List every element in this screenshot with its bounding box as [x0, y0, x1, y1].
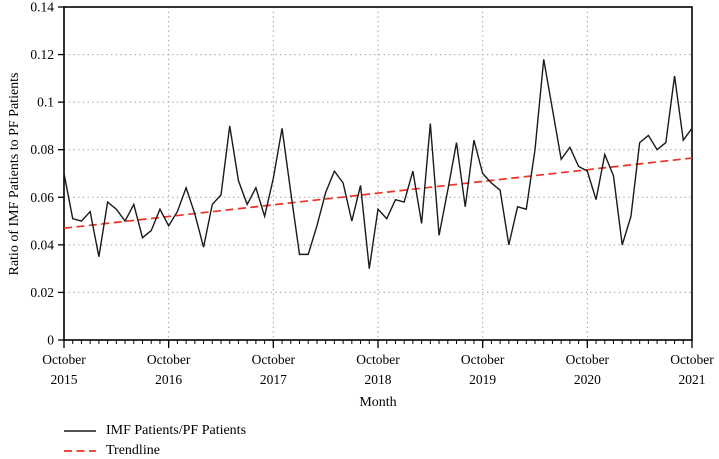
x-tick-label-year: 2015 [51, 372, 78, 387]
y-tick-label: 0.12 [30, 47, 54, 62]
x-tick-label-year: 2019 [469, 372, 496, 387]
x-tick-label-month: October [42, 352, 86, 367]
x-tick-label-month: October [566, 352, 610, 367]
chart-legend: IMF Patients/PF Patients Trendline [64, 421, 246, 459]
dashed-line-swatch-icon [64, 449, 96, 452]
x-axis-title: Month [359, 395, 397, 410]
legend-label-trendline: Trendline [106, 442, 160, 458]
x-tick-label-year: 2020 [574, 372, 601, 387]
x-tick-label-year: 2017 [260, 372, 287, 387]
imf-pf-ratio-line [63, 59, 693, 269]
legend-item-trendline: Trendline [64, 441, 246, 459]
trendline [63, 157, 693, 230]
legend-item-series: IMF Patients/PF Patients [64, 421, 246, 440]
legend-label-series: IMF Patients/PF Patients [106, 422, 247, 438]
x-tick-label-month: October [356, 352, 400, 367]
y-tick-label: 0.04 [30, 237, 54, 252]
y-tick-label: 0.02 [30, 285, 54, 300]
y-tick-label: 0.1 [37, 95, 54, 110]
x-tick-label-month: October [461, 352, 505, 367]
solid-line-swatch-icon [64, 429, 96, 432]
y-axis-title: Ratio of IMF Patients to PF Patients [7, 72, 22, 276]
x-tick-label-year: 2021 [679, 372, 706, 387]
y-tick-label: 0.06 [30, 190, 54, 205]
x-tick-label-month: October [670, 352, 714, 367]
y-tick-label: 0.08 [30, 142, 54, 157]
x-tick-label-month: October [252, 352, 296, 367]
x-tick-label-month: October [147, 352, 191, 367]
y-tick-label: 0 [47, 333, 54, 348]
x-tick-label-year: 2018 [365, 372, 392, 387]
y-tick-label: 0.14 [30, 0, 54, 15]
x-tick-label-year: 2016 [155, 372, 182, 387]
